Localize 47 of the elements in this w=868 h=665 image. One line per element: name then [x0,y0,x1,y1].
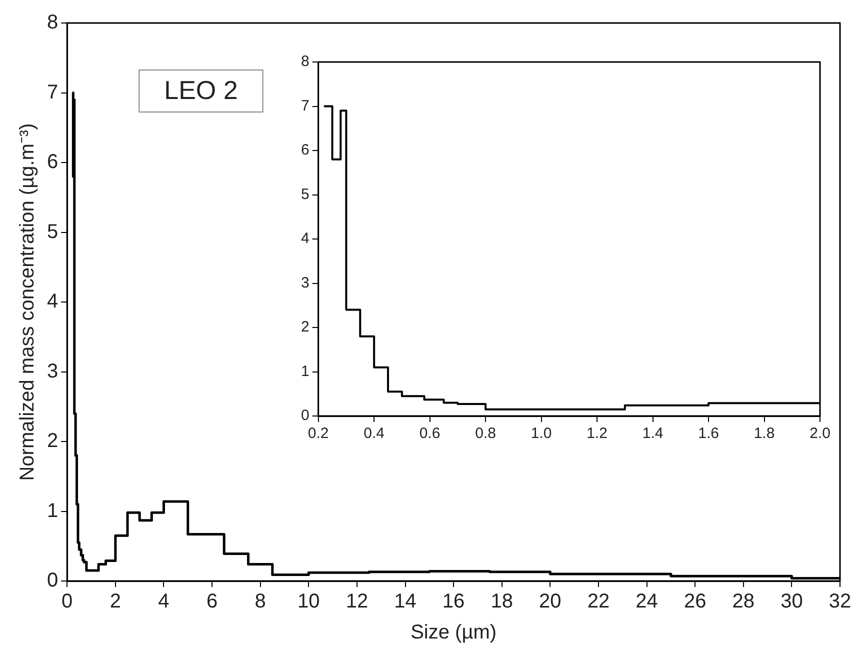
y-tick-label: 6 [301,142,310,159]
y-tick-label: 2 [301,318,310,336]
x-tick-label: 0.8 [475,425,496,442]
y-tick-label: 0 [301,407,310,424]
x-tick-label: 0.4 [364,425,385,442]
y-axis-title: Normalized mass concentration (µg.m⁻³) [16,123,39,481]
x-tick-label: 32 [828,590,852,613]
x-tick-label: 1.4 [642,425,664,442]
x-tick-label: 1.2 [586,425,608,442]
x-tick-label: 2.0 [810,425,830,442]
y-tick-label: 0 [47,570,58,592]
y-tick-label: 3 [47,360,58,382]
x-tick-label: 18 [490,590,513,613]
x-tick-label: 1.6 [698,425,719,442]
x-tick-label: 0.2 [308,425,329,442]
x-tick-label: 0.6 [419,425,440,442]
y-tick-label: 1 [47,500,58,522]
y-tick-label: 7 [47,81,58,104]
x-axis-title: Size (µm) [410,622,497,644]
x-tick-label: 28 [732,590,755,613]
x-tick-label: 1.8 [754,425,775,442]
y-tick-label: 8 [301,53,310,70]
y-tick-label: 4 [301,230,310,248]
x-tick-label: 24 [636,590,658,613]
y-tick-label: 3 [301,274,310,292]
y-tick-label: 5 [301,186,310,203]
x-tick-label: 30 [780,590,803,613]
x-tick-label: 2 [110,590,121,613]
x-tick-label: 26 [684,590,706,613]
x-tick-label: 12 [346,590,368,613]
x-tick-label: 10 [298,590,320,613]
annotation: LEO 2 [164,75,238,106]
y-tick-label: 7 [301,97,310,114]
x-tick-label: 8 [254,590,266,613]
y-tick-label: 8 [47,12,58,34]
x-tick-label: 1.0 [530,425,552,442]
x-tick-label: 22 [587,590,610,613]
y-tick-label: 5 [47,220,58,243]
x-tick-label: 6 [206,590,218,613]
x-tick-label: 16 [442,590,465,613]
x-tick-label: 20 [539,590,562,613]
y-tick-label: 6 [47,151,58,174]
x-tick-label: 0 [62,590,73,613]
y-tick-label: 1 [301,362,310,380]
x-tick-label: 4 [158,590,170,613]
y-tick-label: 4 [47,290,58,313]
x-tick-label: 14 [394,590,416,613]
